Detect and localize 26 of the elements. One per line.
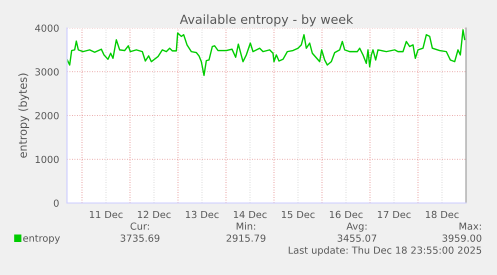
- text: 2915.79: [226, 234, 266, 242]
- text: 3959.00: [442, 234, 482, 242]
- x-tick-label: 11 Dec: [90, 210, 123, 218]
- y-axis-title: entropy (bytes): [18, 74, 30, 158]
- text: Avg:: [346, 222, 367, 232]
- y-tick-label: 0: [54, 199, 59, 207]
- x-tick-label: 14 Dec: [234, 210, 267, 218]
- text: Max:: [460, 222, 481, 230]
- x-tick-label: 12 Dec: [138, 210, 171, 218]
- y-tick-label: 1000: [36, 156, 59, 164]
- legend-label: entropy: [23, 234, 60, 244]
- chart-title: Available entropy - by week: [180, 14, 354, 26]
- text: Last update: Thu Dec 18 23:55:00 2025: [288, 246, 482, 256]
- text: Cur:: [130, 222, 149, 230]
- x-tick-label: 15 Dec: [282, 210, 315, 218]
- text: Min:: [236, 222, 256, 230]
- x-tick-label: 16 Dec: [330, 210, 363, 218]
- text: 3455.07: [338, 234, 376, 242]
- line-series: [67, 29, 466, 76]
- x-tick-label: 13 Dec: [186, 210, 219, 218]
- y-tick-label: 4000: [35, 24, 59, 32]
- x-tick-label: 17 Dec: [378, 210, 411, 218]
- y-tick-label: 2000: [35, 112, 59, 120]
- text: 3735.69: [120, 234, 160, 242]
- y-tick-label: 3000: [35, 68, 59, 76]
- x-tick-label: 18 Dec: [426, 210, 459, 218]
